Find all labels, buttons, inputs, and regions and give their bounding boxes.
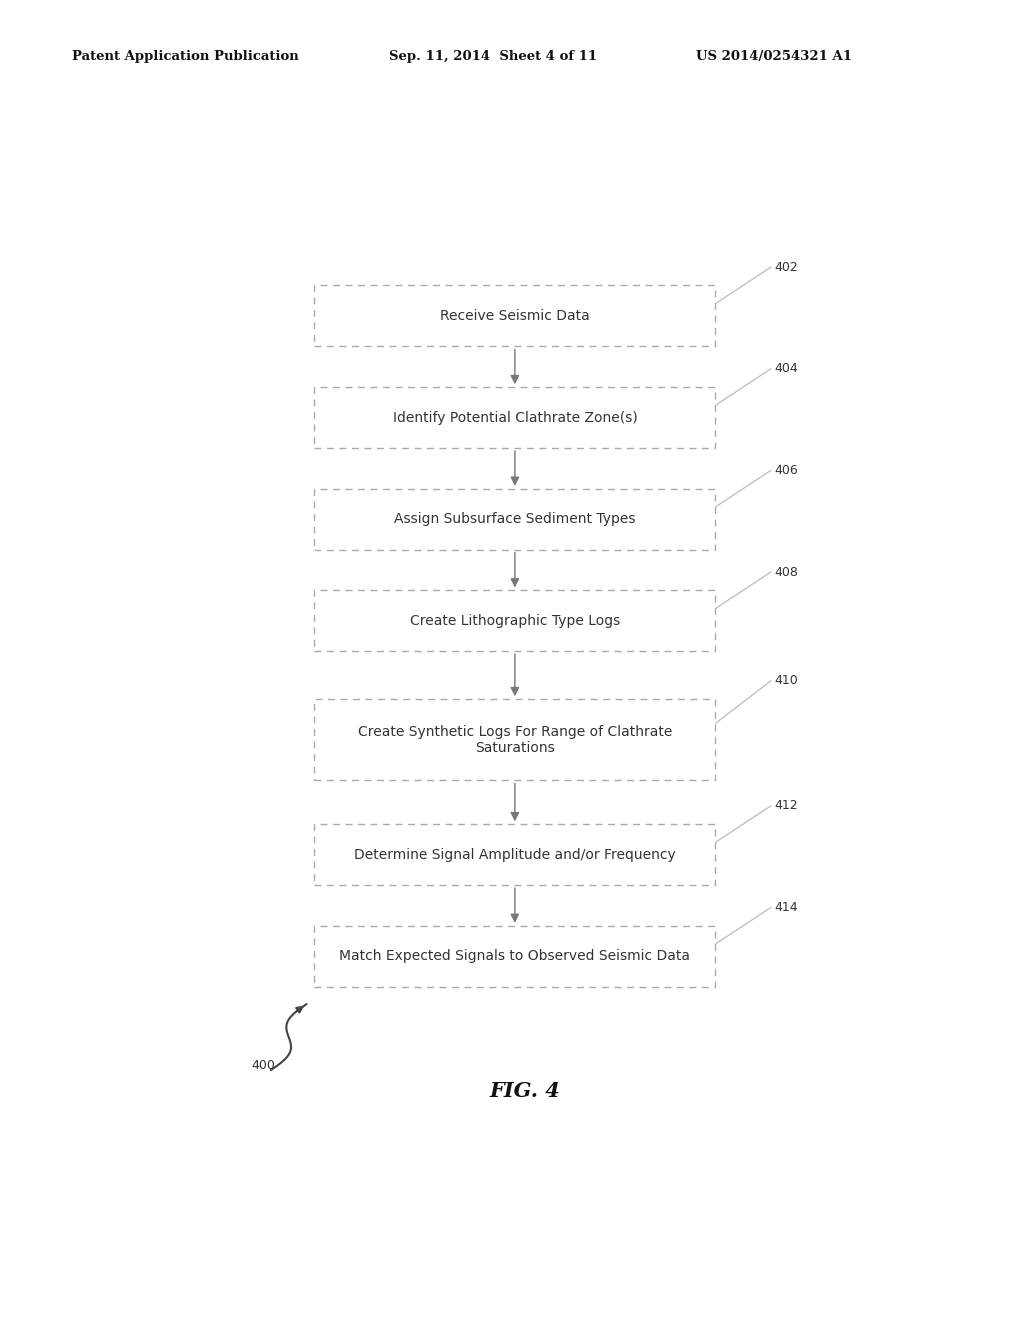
FancyBboxPatch shape bbox=[314, 285, 715, 346]
FancyBboxPatch shape bbox=[314, 387, 715, 447]
Text: 400: 400 bbox=[251, 1059, 274, 1072]
Text: 414: 414 bbox=[775, 902, 799, 913]
Text: Determine Signal Amplitude and/or Frequency: Determine Signal Amplitude and/or Freque… bbox=[354, 847, 676, 862]
FancyBboxPatch shape bbox=[314, 925, 715, 987]
Text: 404: 404 bbox=[775, 362, 799, 375]
Text: Sep. 11, 2014  Sheet 4 of 11: Sep. 11, 2014 Sheet 4 of 11 bbox=[389, 50, 597, 63]
FancyBboxPatch shape bbox=[314, 700, 715, 780]
FancyBboxPatch shape bbox=[314, 824, 715, 886]
Text: 408: 408 bbox=[775, 565, 799, 578]
Text: Create Synthetic Logs For Range of Clathrate
Saturations: Create Synthetic Logs For Range of Clath… bbox=[357, 725, 672, 755]
Text: 402: 402 bbox=[775, 260, 799, 273]
Text: 412: 412 bbox=[775, 800, 799, 812]
Text: Patent Application Publication: Patent Application Publication bbox=[72, 50, 298, 63]
Text: Assign Subsurface Sediment Types: Assign Subsurface Sediment Types bbox=[394, 512, 636, 527]
Text: Match Expected Signals to Observed Seismic Data: Match Expected Signals to Observed Seism… bbox=[339, 949, 690, 964]
Text: US 2014/0254321 A1: US 2014/0254321 A1 bbox=[696, 50, 852, 63]
Text: 406: 406 bbox=[775, 463, 799, 477]
Text: FIG. 4: FIG. 4 bbox=[489, 1081, 560, 1101]
FancyBboxPatch shape bbox=[314, 590, 715, 651]
Text: 410: 410 bbox=[775, 675, 799, 688]
FancyBboxPatch shape bbox=[314, 488, 715, 549]
Text: Create Lithographic Type Logs: Create Lithographic Type Logs bbox=[410, 614, 620, 628]
Text: Receive Seismic Data: Receive Seismic Data bbox=[440, 309, 590, 323]
Text: Identify Potential Clathrate Zone(s): Identify Potential Clathrate Zone(s) bbox=[392, 411, 637, 425]
